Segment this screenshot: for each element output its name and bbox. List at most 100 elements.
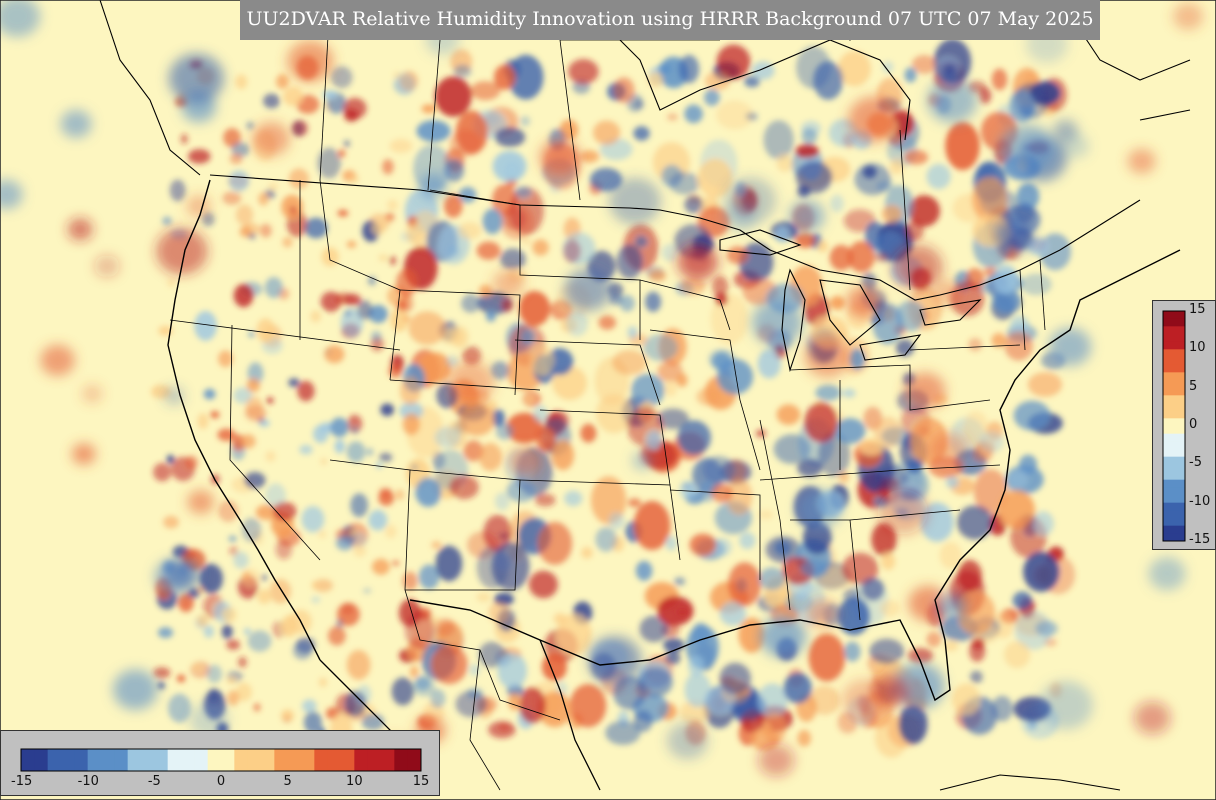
- innovation-blob: [872, 674, 909, 708]
- colorbar-vertical-tick-label: -5: [1189, 455, 1202, 471]
- innovation-blob: [318, 530, 327, 539]
- innovation-blob: [665, 536, 677, 551]
- innovation-blob: [697, 158, 733, 198]
- innovation-blob: [259, 223, 272, 238]
- innovation-blob: [774, 540, 792, 556]
- innovation-blob: [556, 613, 592, 656]
- innovation-blob: [299, 444, 313, 455]
- innovation-blob: [699, 480, 716, 503]
- innovation-blob: [226, 639, 241, 650]
- innovation-blob: [648, 71, 664, 88]
- innovation-blob: [488, 721, 516, 739]
- innovation-blob: [418, 564, 440, 590]
- innovation-blob: [495, 423, 514, 440]
- innovation-blob: [402, 316, 411, 322]
- innovation-blob: [1035, 620, 1058, 637]
- innovation-blob: [94, 255, 120, 278]
- innovation-blob: [380, 403, 395, 417]
- innovation-blob: [998, 123, 1055, 175]
- innovation-blob: [361, 713, 385, 731]
- innovation-blob: [289, 206, 296, 213]
- innovation-blob: [458, 186, 477, 203]
- innovation-blob: [470, 81, 501, 101]
- innovation-blob: [508, 54, 544, 100]
- innovation-blob: [492, 150, 527, 182]
- innovation-blob: [580, 150, 600, 163]
- innovation-blob: [196, 614, 209, 627]
- innovation-blob: [245, 396, 263, 418]
- innovation-blob: [877, 489, 928, 535]
- innovation-blob: [520, 116, 531, 127]
- innovation-blob: [817, 240, 828, 253]
- colorbar-horizontal-segment: [101, 749, 115, 771]
- innovation-blob: [366, 448, 374, 456]
- innovation-blob: [882, 61, 894, 73]
- colorbar-vertical-segment: [1163, 518, 1185, 527]
- colorbar-vertical-tick-label: -15: [1189, 532, 1211, 547]
- innovation-blob: [657, 408, 689, 430]
- innovation-blob: [244, 628, 251, 635]
- innovation-blob: [399, 376, 421, 406]
- innovation-blob: [993, 264, 1018, 294]
- innovation-blob: [797, 729, 811, 747]
- innovation-blob: [1027, 237, 1050, 256]
- innovation-blob: [689, 533, 717, 557]
- innovation-blob: [506, 479, 536, 502]
- innovation-blob: [726, 478, 753, 515]
- colorbar-horizontal-segment: [127, 749, 142, 771]
- innovation-blob: [920, 502, 954, 542]
- innovation-blob: [789, 200, 825, 233]
- innovation-blob: [494, 492, 510, 511]
- colorbar-vertical-segment: [1163, 472, 1185, 481]
- colorbar-vertical-segment: [1163, 510, 1185, 519]
- colorbar-vertical-segment: [1163, 533, 1185, 542]
- innovation-blob: [595, 527, 617, 552]
- innovation-blob: [0, 179, 23, 210]
- innovation-blob: [203, 625, 214, 638]
- innovation-blob: [343, 97, 367, 119]
- innovation-blob: [492, 269, 525, 298]
- innovation-blob: [227, 678, 236, 684]
- innovation-blob: [728, 562, 762, 607]
- innovation-blob: [608, 512, 625, 530]
- innovation-blob: [631, 373, 665, 407]
- innovation-blob: [346, 650, 371, 680]
- innovation-blob: [589, 167, 623, 192]
- innovation-blob: [258, 192, 269, 206]
- innovation-blob: [795, 144, 819, 159]
- innovation-blob: [166, 454, 175, 464]
- innovation-blob: [1004, 641, 1031, 669]
- innovation-blob: [942, 64, 957, 81]
- innovation-blob: [246, 121, 254, 130]
- innovation-blob: [633, 501, 671, 550]
- colorbar-vertical-tick-label: -10: [1189, 493, 1211, 509]
- innovation-blob: [348, 174, 360, 184]
- innovation-blob: [664, 380, 677, 397]
- innovation-blob: [338, 149, 346, 158]
- innovation-blob: [763, 712, 787, 744]
- innovation-blob: [755, 429, 766, 437]
- innovation-blob: [998, 489, 1035, 528]
- colorbar-vertical-segment: [1163, 433, 1185, 442]
- innovation-blob: [795, 232, 816, 248]
- innovation-blob: [1012, 591, 1032, 610]
- innovation-blob: [757, 349, 781, 379]
- innovation-blob: [702, 456, 735, 484]
- innovation-blob: [837, 711, 858, 734]
- innovation-blob: [67, 218, 93, 241]
- innovation-blob: [1007, 470, 1029, 489]
- innovation-blob: [633, 126, 650, 141]
- innovation-blob: [1023, 551, 1060, 592]
- innovation-blob: [898, 704, 928, 745]
- innovation-blob: [676, 373, 688, 387]
- innovation-blob: [846, 286, 882, 318]
- innovation-blob: [336, 292, 352, 305]
- innovation-blob: [979, 431, 1004, 453]
- innovation-blob: [637, 667, 673, 697]
- innovation-blob: [446, 355, 459, 368]
- innovation-blob: [759, 615, 807, 658]
- innovation-blob: [313, 424, 329, 444]
- innovation-blob: [247, 630, 272, 652]
- innovation-blob: [199, 563, 224, 594]
- innovation-blob: [276, 74, 289, 89]
